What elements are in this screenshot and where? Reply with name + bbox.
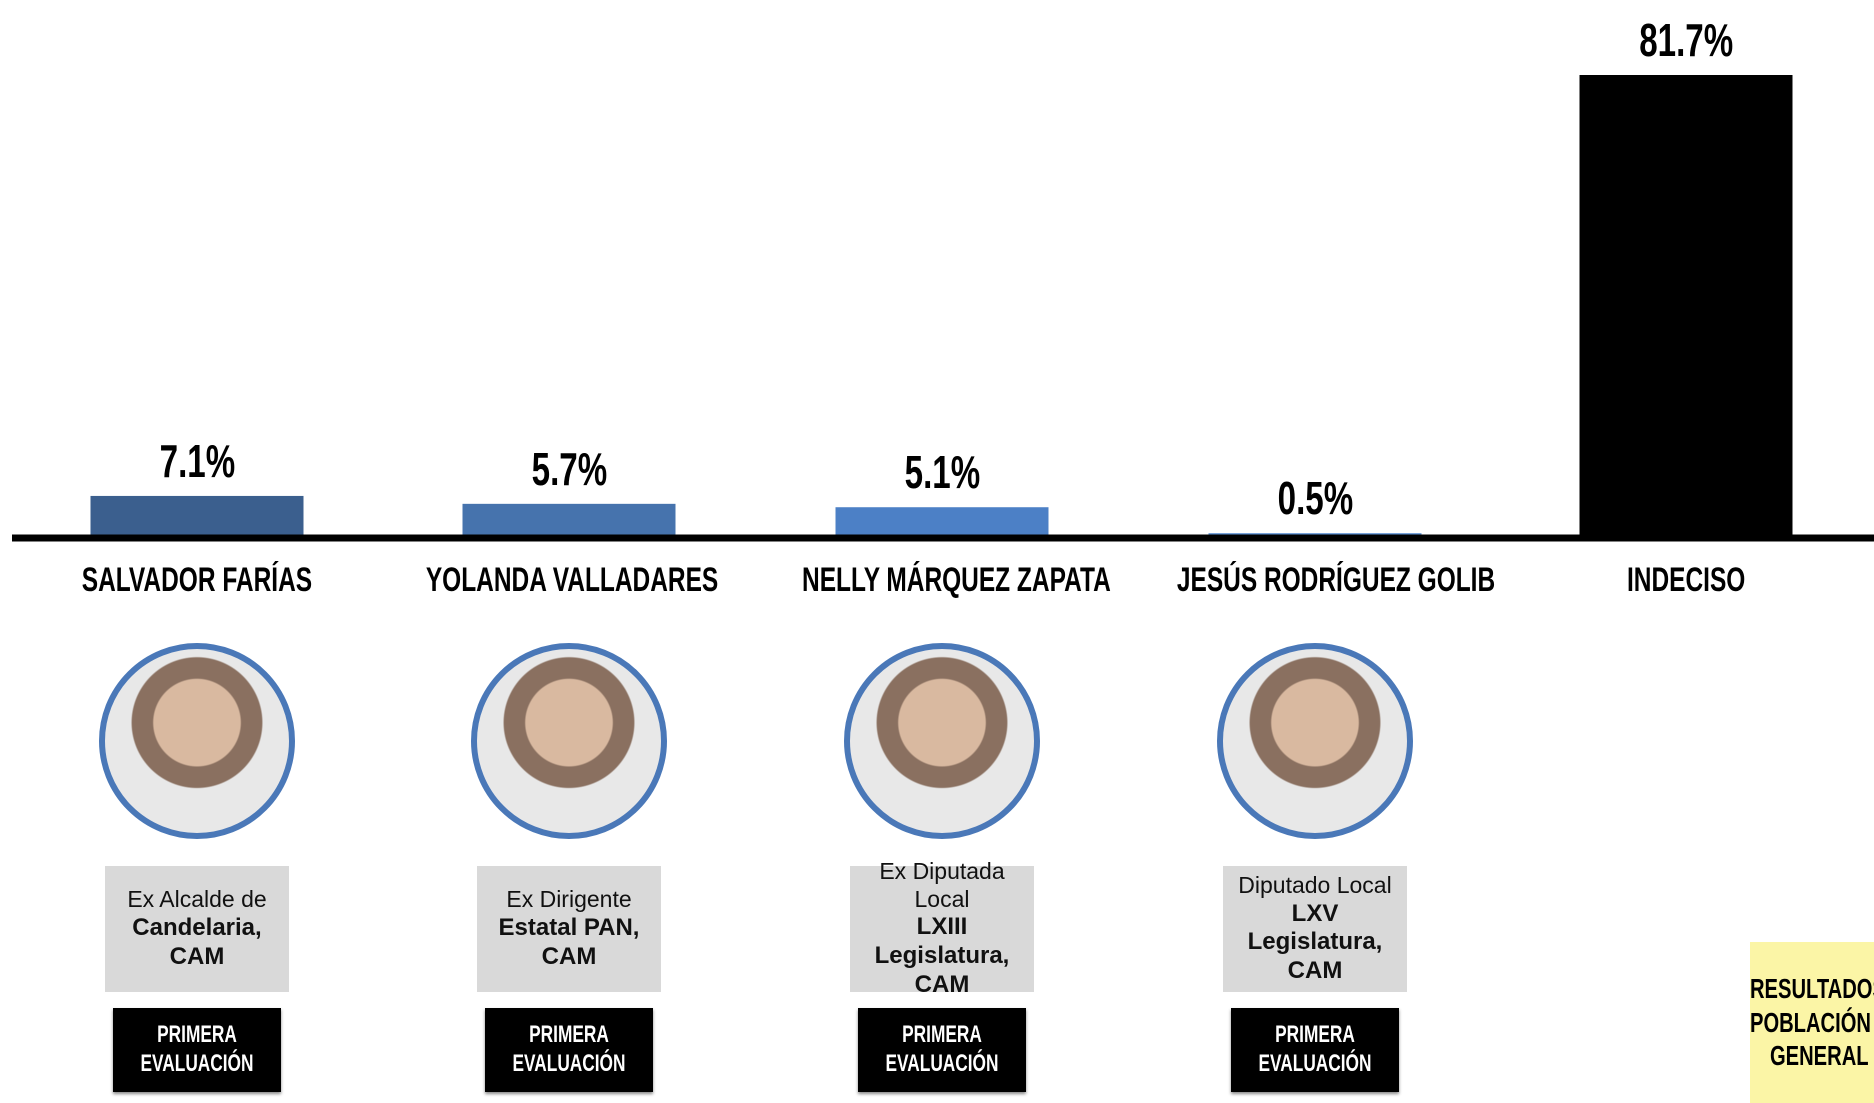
badge: PRIMERA EVALUACIÓN	[1231, 1008, 1399, 1092]
note-line: GENERAL	[1750, 1039, 1874, 1073]
value-label-box: 5.7%	[419, 442, 719, 496]
badge: PRIMERA EVALUACIÓN	[485, 1008, 653, 1092]
note-text: POBLACIÓN	[1750, 1006, 1871, 1038]
category-label-box: NELLY MÁRQUEZ ZAPATA	[742, 561, 1142, 600]
value-label: 81.7%	[1639, 14, 1733, 66]
role: Ex Dirigente	[506, 886, 632, 913]
category-label-box: YOLANDA VALLADARES	[369, 561, 769, 600]
category-label: SALVADOR FARÍAS	[81, 561, 313, 599]
detail: LXIII Legislatura, CAM	[874, 913, 1010, 998]
category-label-box: SALVADOR FARÍAS	[0, 561, 397, 600]
description: Ex Alcalde de Candelaria, CAM	[105, 866, 289, 992]
value-label: 7.1%	[159, 434, 235, 487]
value-label: 5.1%	[904, 446, 980, 499]
value-label-box: 81.7%	[1536, 13, 1836, 67]
category-label-box: JESÚS RODRÍGUEZ GOLIB	[1115, 561, 1515, 600]
category-label: JESÚS RODRÍGUEZ GOLIB	[1176, 561, 1496, 599]
candidate-photo	[1217, 643, 1413, 839]
value-label: 0.5%	[1277, 472, 1353, 525]
value-label-box: 0.5%	[1165, 471, 1465, 525]
badge-text: PRIMERA EVALUACIÓN	[140, 1021, 254, 1077]
note: RESULTADOS POBLACIÓN GENERAL	[1750, 942, 1874, 1103]
value-label: 5.7%	[531, 442, 607, 495]
role: Ex Diputada Local	[879, 858, 1005, 912]
category-label-box: INDECISO	[1486, 561, 1874, 600]
note-text: RESULTADOS	[1750, 973, 1874, 1004]
badge-text: PRIMERA EVALUACIÓN	[1258, 1021, 1372, 1077]
badge-text: PRIMERA EVALUACIÓN	[512, 1021, 626, 1077]
candidate-photo	[99, 643, 295, 839]
candidate-photo	[471, 643, 667, 839]
bar	[90, 495, 304, 536]
badge: PRIMERA EVALUACIÓN	[858, 1008, 1026, 1092]
role: Ex Alcalde de	[127, 886, 267, 913]
candidate-photo	[844, 643, 1040, 839]
category-label: INDECISO	[1626, 561, 1746, 599]
detail: Estatal PAN, CAM	[498, 914, 640, 970]
role: Diputado Local	[1238, 872, 1392, 898]
description: Ex Dirigente Estatal PAN, CAM	[477, 866, 661, 992]
bar	[462, 503, 676, 536]
note-line: RESULTADOS	[1750, 972, 1874, 1006]
detail: Candelaria, CAM	[132, 914, 262, 970]
category-label: NELLY MÁRQUEZ ZAPATA	[802, 561, 1111, 599]
note-line: POBLACIÓN	[1750, 1006, 1874, 1040]
chart	[12, 75, 1874, 542]
description: Diputado Local LXV Legislatura, CAM	[1223, 866, 1407, 992]
bar	[835, 507, 1049, 536]
detail: LXV Legislatura, CAM	[1247, 899, 1383, 985]
bar	[1579, 75, 1793, 536]
description: Ex Diputada Local LXIII Legislatura, CAM	[850, 858, 1034, 998]
badge-text: PRIMERA EVALUACIÓN	[885, 1021, 999, 1077]
category-label: YOLANDA VALLADARES	[425, 561, 719, 599]
value-label-box: 5.1%	[792, 445, 1092, 499]
note-text: GENERAL	[1770, 1040, 1869, 1072]
badge: PRIMERA EVALUACIÓN	[113, 1008, 281, 1092]
value-label-box: 7.1%	[47, 434, 347, 488]
